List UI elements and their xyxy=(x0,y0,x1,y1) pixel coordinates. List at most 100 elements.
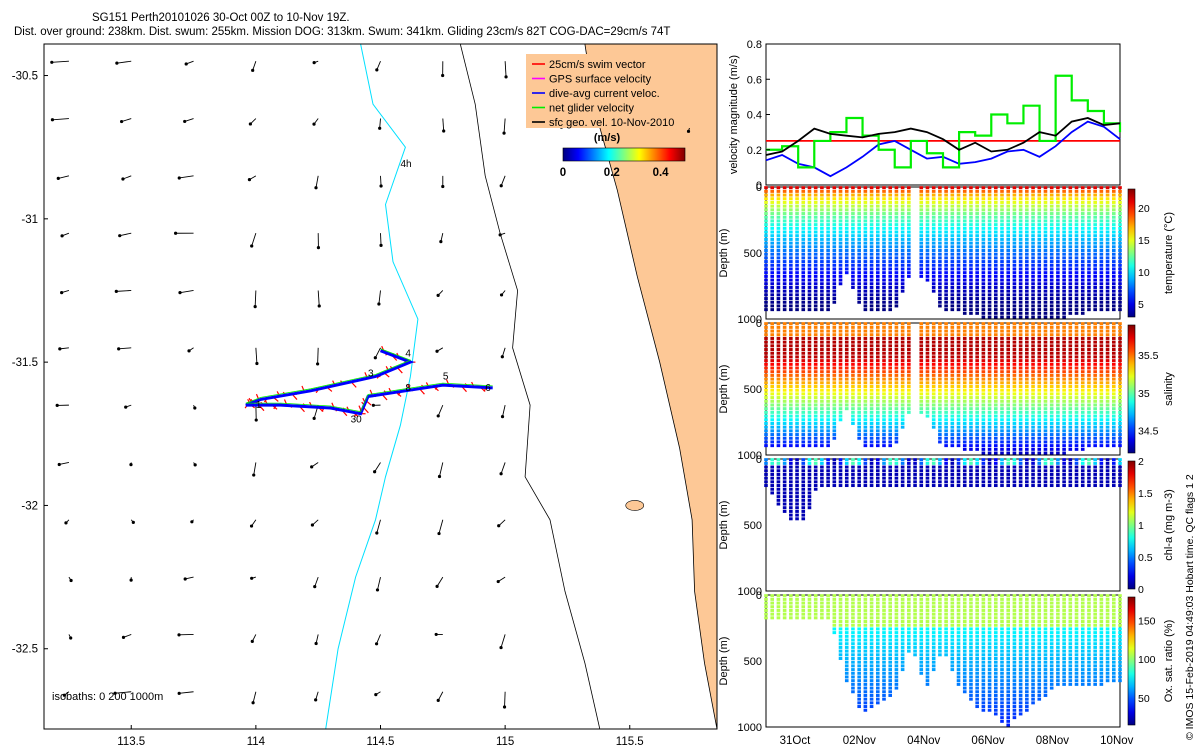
salinity-sample xyxy=(1105,399,1110,403)
oxygen-sample xyxy=(857,660,861,664)
salinity-sample xyxy=(925,384,930,388)
salinity-sample xyxy=(801,436,806,440)
temperature-sample xyxy=(770,219,775,223)
oxygen-sample xyxy=(844,605,849,609)
salinity-sample xyxy=(1012,407,1017,411)
salinity-sample xyxy=(944,429,948,433)
salinity-sample xyxy=(956,336,961,340)
temperature-sample xyxy=(962,208,967,212)
temperature-sample xyxy=(975,263,979,267)
temperature-sample xyxy=(1080,252,1085,256)
salinity-sample xyxy=(907,333,911,337)
salinity-sample xyxy=(1087,414,1091,418)
oxygen-sample xyxy=(838,612,843,616)
velocity-arrow-head xyxy=(55,403,59,408)
salinity-sample xyxy=(1087,344,1091,348)
temperature-sample xyxy=(776,234,781,238)
temperature-sample xyxy=(956,274,961,278)
temperature-sample xyxy=(919,226,924,230)
temperature-sample xyxy=(1037,289,1042,293)
salinity-sample xyxy=(956,444,961,448)
temperature-sample xyxy=(844,226,849,230)
temperature-sample xyxy=(981,256,986,260)
temperature-sample xyxy=(782,215,787,219)
chlorophyll-sample xyxy=(950,480,955,484)
salinity-sample xyxy=(795,433,799,437)
salinity-sample xyxy=(1074,396,1079,400)
temperature-sample xyxy=(826,289,830,293)
oxygen-sample xyxy=(863,697,868,701)
temperature-sample xyxy=(1037,204,1042,208)
temperature-sample xyxy=(1068,223,1073,227)
salinity-sample xyxy=(869,429,874,433)
temperature-sample xyxy=(882,230,886,234)
salinity-sample xyxy=(863,407,868,411)
temperature-sample xyxy=(1093,289,1097,293)
oxygen-sample xyxy=(770,608,775,612)
temperature-sample xyxy=(956,208,961,212)
temperature-sample xyxy=(1111,189,1116,193)
temperature-sample xyxy=(1031,311,1035,315)
temperature-sample xyxy=(820,304,824,308)
temperature-sample xyxy=(1056,223,1060,227)
salinity-sample xyxy=(1105,414,1110,418)
salinity-sample xyxy=(956,348,961,352)
chlorophyll-sample xyxy=(975,484,979,488)
chlorophyll-sample xyxy=(807,498,812,502)
oxygen-sample xyxy=(782,608,787,612)
salinity-sample xyxy=(956,399,961,403)
track-day-label: 5 xyxy=(443,371,449,382)
oxygen-sample xyxy=(857,705,861,709)
salinity-sample xyxy=(1080,336,1085,340)
temperature-sample xyxy=(1025,219,1029,223)
chlorophyll-sample xyxy=(981,472,986,476)
temperature-sample xyxy=(857,219,861,223)
salinity-sample xyxy=(987,348,992,352)
salinity-sample xyxy=(782,392,787,396)
temperature-sample xyxy=(938,300,942,304)
velocity-arrow-head xyxy=(247,178,252,182)
chlorophyll-sample xyxy=(1031,476,1035,480)
chlorophyll-sample xyxy=(981,458,986,462)
temperature-sample xyxy=(962,308,967,312)
chlorophyll-sample xyxy=(826,484,830,488)
salinity-sample xyxy=(888,425,893,429)
salinity-sample xyxy=(1111,348,1116,352)
temperature-sample xyxy=(820,208,824,212)
salinity-sample xyxy=(981,322,986,326)
temperature-sample xyxy=(1093,186,1097,190)
temperature-sample xyxy=(1087,241,1091,245)
temperature-sample xyxy=(826,219,830,223)
salinity-sample xyxy=(1006,425,1011,429)
temperature-sample xyxy=(907,230,911,234)
salinity-sample xyxy=(1068,362,1073,366)
salinity-sample xyxy=(1118,384,1122,388)
oxygen-sample xyxy=(851,668,855,672)
temperature-sample xyxy=(1018,308,1023,312)
salinity-sample xyxy=(844,403,849,407)
temperature-sample xyxy=(1093,197,1097,201)
temperature-sample xyxy=(1062,311,1066,315)
temperature-sample xyxy=(969,186,973,190)
salinity-sample xyxy=(875,392,880,396)
salinity-sample xyxy=(1043,388,1048,392)
temperature-sample xyxy=(987,197,992,201)
salinity-sample xyxy=(832,348,837,352)
temperature-sample xyxy=(950,267,955,271)
temperature-sample xyxy=(1037,282,1042,286)
oxygen-sample xyxy=(857,697,861,701)
salinity-sample xyxy=(807,340,812,344)
temperature-sample xyxy=(1025,208,1029,212)
salinity-sample xyxy=(826,403,830,407)
temperature-sample xyxy=(1031,248,1035,252)
temperature-sample xyxy=(925,234,930,238)
salinity-sample xyxy=(1000,336,1004,340)
velocity-arrow-head xyxy=(69,636,73,640)
velocity-arrow-head xyxy=(379,184,383,188)
salinity-sample xyxy=(826,418,830,422)
temperature-sample xyxy=(770,248,775,252)
salinity-sample xyxy=(795,373,799,377)
temperature-sample xyxy=(1068,219,1073,223)
chlorophyll-sample xyxy=(801,484,806,488)
temperature-sample xyxy=(795,241,799,245)
